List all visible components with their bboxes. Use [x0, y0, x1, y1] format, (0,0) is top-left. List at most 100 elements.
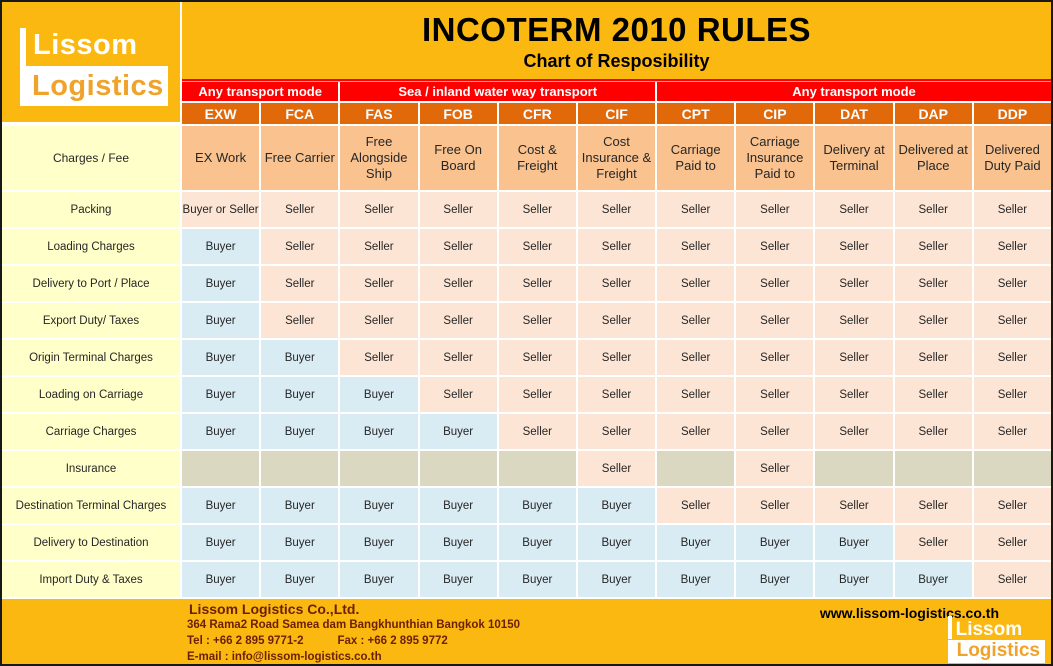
responsibility-cell-cpt: Seller: [657, 414, 735, 449]
responsibility-cell-dap: Seller: [894, 377, 972, 412]
table-row: Packing Buyer or Seller Seller Seller Seller…: [2, 192, 1051, 227]
responsibility-cell-dat: Seller: [815, 340, 893, 375]
responsibility-cell-fob: Seller: [419, 266, 497, 301]
responsibility-cell-exw: Buyer: [182, 414, 260, 449]
responsibility-cell-dap: [894, 451, 972, 486]
responsibility-cell-cif: Seller: [577, 303, 656, 338]
table-row: Delivery to Destination Buyer Buyer Buyer Bu…: [2, 525, 1051, 560]
term-description-ddp: Delivered Duty Paid: [973, 126, 1051, 190]
responsibility-cell-fob: Seller: [419, 377, 497, 412]
responsibility-cell-cif: Buyer: [577, 488, 656, 523]
responsibility-cell-dap: Seller: [894, 229, 972, 264]
responsibility-cell-cpt: Seller: [657, 303, 735, 338]
footer-logo-l-mark-icon: [947, 616, 952, 639]
responsibility-cell-exw: Buyer: [182, 340, 260, 375]
responsibility-cell-fob: [419, 451, 497, 486]
responsibility-cell-cfr: Seller: [498, 266, 576, 301]
responsibility-cell-dat: Seller: [815, 229, 893, 264]
table-row: Loading on Carriage Buyer Buyer Buyer Seller…: [2, 377, 1051, 412]
term-description-fob: Free On Board: [419, 126, 497, 190]
responsibility-cell-dat: Seller: [815, 414, 893, 449]
responsibility-cell-fob: Buyer: [419, 562, 497, 597]
responsibility-cell-ddp: [973, 451, 1051, 486]
responsibility-cell-cpt: Seller: [657, 229, 735, 264]
responsibility-cell-fca: [261, 451, 339, 486]
responsibility-cell-exw: Buyer or Seller: [182, 192, 260, 227]
footer-email: E-mail : info@lissom-logistics.co.th: [187, 651, 382, 663]
incoterm-code-row: EXW FCA FAS FOB CFR CIF CPT CIP DAT DAP DDP: [182, 103, 1051, 124]
row-label: Carriage Charges: [2, 414, 180, 449]
responsibility-cell-fca: Seller: [261, 266, 339, 301]
row-label: Packing: [2, 192, 180, 227]
responsibility-cell-cpt: Seller: [657, 192, 735, 227]
responsibility-cell-cfr: Seller: [498, 414, 576, 449]
responsibility-cell-fas: Seller: [340, 229, 418, 264]
responsibility-cell-cif: Seller: [577, 414, 656, 449]
responsibility-cell-fob: Seller: [419, 303, 497, 338]
transport-band: Any transport mode: [182, 82, 339, 101]
responsibility-cell-fca: Buyer: [261, 562, 339, 597]
term-description-dat: Delivery at Terminal: [815, 126, 893, 190]
responsibility-cell-cpt: Buyer: [657, 525, 735, 560]
responsibility-cell-ddp: Seller: [973, 414, 1051, 449]
responsibility-cell-fob: Seller: [419, 340, 497, 375]
logo-l-mark-icon: [20, 28, 26, 70]
responsibility-cell-cip: Seller: [736, 192, 814, 227]
page-subtitle: Chart of Resposibility: [523, 51, 710, 71]
responsibility-cell-dap: Seller: [894, 303, 972, 338]
responsibility-cell-dap: Buyer: [894, 562, 972, 597]
responsibility-cell-fca: Buyer: [261, 414, 339, 449]
responsibility-cell-exw: Buyer: [182, 488, 260, 523]
column-header-fas: FAS: [340, 103, 418, 124]
responsibility-cell-fas: Buyer: [340, 562, 418, 597]
term-description-exw: EX Work: [182, 126, 260, 190]
responsibility-cell-fas: Seller: [340, 303, 418, 338]
responsibility-cell-fca: Seller: [261, 303, 339, 338]
responsibility-cell-ddp: Seller: [973, 562, 1051, 597]
responsibility-cell-cip: Seller: [736, 266, 814, 301]
footer-logo-text-lissom: Lissom: [955, 619, 1023, 640]
responsibility-cell-cip: Seller: [736, 377, 814, 412]
table-row: Delivery to Port / Place Buyer Seller Selle…: [2, 266, 1051, 301]
responsibility-cell-dat: Buyer: [815, 562, 893, 597]
responsibility-cell-exw: Buyer: [182, 303, 260, 338]
responsibility-cell-fob: Buyer: [419, 525, 497, 560]
responsibility-cell-cpt: Seller: [657, 377, 735, 412]
responsibility-cell-dat: Seller: [815, 266, 893, 301]
term-description-cpt: Carriage Paid to: [657, 126, 735, 190]
row-label: Origin Terminal Charges: [2, 340, 180, 375]
responsibility-cell-fca: Buyer: [261, 488, 339, 523]
responsibility-cell-cif: Seller: [577, 451, 656, 486]
term-description-cfr: Cost & Freight: [498, 126, 576, 190]
table-row: Import Duty & Taxes Buyer Buyer Buyer Buyer B…: [2, 562, 1051, 597]
row-label: Destination Terminal Charges: [2, 488, 180, 523]
responsibility-cell-fca: Seller: [261, 229, 339, 264]
footer-tel: Tel : +66 2 895 9771-2: [187, 635, 304, 647]
responsibility-cell-ddp: Seller: [973, 340, 1051, 375]
responsibility-cell-cif: Buyer: [577, 562, 656, 597]
responsibility-cell-cfr: Seller: [498, 340, 576, 375]
footer-address: 364 Rama2 Road Samea dam Bangkhunthian B…: [187, 619, 520, 631]
responsibility-cell-dat: Seller: [815, 377, 893, 412]
responsibility-cell-exw: Buyer: [182, 229, 260, 264]
term-description-cif: Cost Insurance & Freight: [577, 126, 656, 190]
column-header-dat: DAT: [815, 103, 893, 124]
responsibility-cell-ddp: Seller: [973, 229, 1051, 264]
responsibility-cell-exw: Buyer: [182, 525, 260, 560]
responsibility-cell-cif: Seller: [577, 377, 656, 412]
responsibility-cell-exw: Buyer: [182, 562, 260, 597]
responsibility-cell-fca: Seller: [261, 192, 339, 227]
column-header-cif: CIF: [577, 103, 656, 124]
term-description-row: Charges / Fee EX Work Free Carrier Free Al…: [2, 126, 1051, 190]
responsibility-cell-fas: [340, 451, 418, 486]
header: Lissom Logistics INCOTERM 2010 RULES Cha…: [2, 2, 1051, 124]
responsibility-cell-dap: Seller: [894, 414, 972, 449]
responsibility-cell-fas: Seller: [340, 266, 418, 301]
column-header-cfr: CFR: [498, 103, 576, 124]
transport-mode-band-row: Any transport mode Sea / inland water way…: [182, 82, 1051, 101]
footer-logo-box: Logistics: [947, 640, 1045, 663]
footer: Lissom Logistics Co.,Ltd. 364 Rama2 Road…: [2, 599, 1051, 664]
responsibility-cell-ddp: Seller: [973, 377, 1051, 412]
responsibility-cell-cfr: Seller: [498, 303, 576, 338]
